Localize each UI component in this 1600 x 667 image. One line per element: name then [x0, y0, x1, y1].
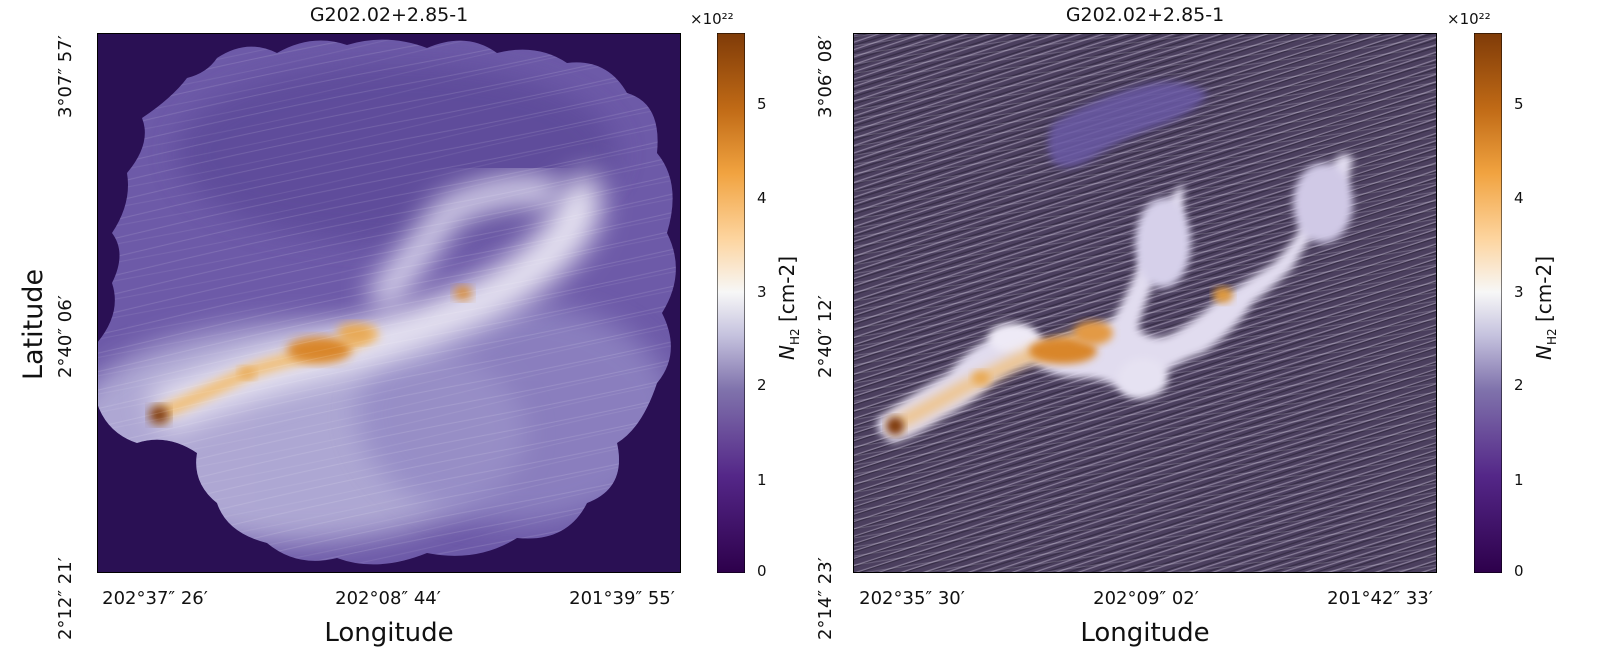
left-ytick-bottom: 2°12″ 21′ — [55, 557, 76, 640]
right-cb-tick-2: 2 — [1514, 376, 1524, 394]
right-cb-tick-1: 1 — [1514, 471, 1524, 489]
right-cb-tick-5: 5 — [1514, 95, 1524, 113]
right-cb-tick-3: 3 — [1514, 283, 1524, 301]
left-xtick-2: 202°08″ 44′ — [335, 588, 441, 609]
right-xlabel: Longitude — [1080, 618, 1210, 648]
right-xtick-3: 201°42″ 33′ — [1327, 588, 1433, 609]
right-colorbar-multiplier: ×10²² — [1447, 10, 1491, 28]
left-heatmap — [97, 33, 681, 573]
left-xlabel: Longitude — [324, 618, 454, 648]
left-cb-tick-5: 5 — [757, 95, 767, 113]
right-ytick-bottom: 2°14″ 23′ — [815, 557, 836, 640]
right-colorbar-label: NH2 [cm-2] — [1532, 255, 1559, 360]
left-xtick-1: 202°37″ 26′ — [102, 588, 208, 609]
left-cb-tick-0: 0 — [757, 562, 767, 580]
right-colorbar — [1474, 33, 1502, 573]
right-xtick-1: 202°35″ 30′ — [859, 588, 965, 609]
left-panel-title: G202.02+2.85-1 — [309, 4, 469, 26]
right-heatmap — [853, 33, 1437, 573]
left-colorbar-multiplier: ×10²² — [690, 10, 734, 28]
left-cb-tick-2: 2 — [757, 376, 767, 394]
left-ytick-top: 3°07″ 57′ — [55, 35, 76, 118]
right-cb-tick-4: 4 — [1514, 189, 1524, 207]
left-cb-tick-3: 3 — [757, 283, 767, 301]
left-colorbar — [717, 33, 745, 573]
right-cb-tick-0: 0 — [1514, 562, 1524, 580]
left-xtick-3: 201°39″ 55′ — [569, 588, 675, 609]
left-ylabel: Latitude — [18, 268, 49, 380]
left-cb-tick-1: 1 — [757, 471, 767, 489]
left-colorbar-label: NH2 [cm-2] — [775, 255, 802, 360]
right-ytick-mid: 2°40″ 12′ — [815, 295, 836, 378]
left-cb-tick-4: 4 — [757, 189, 767, 207]
right-panel-title: G202.02+2.85-1 — [1065, 4, 1225, 26]
left-ytick-mid: 2°40″ 06′ — [55, 295, 76, 378]
right-xtick-2: 202°09″ 02′ — [1093, 588, 1199, 609]
right-ytick-top: 3°06″ 08′ — [815, 35, 836, 118]
